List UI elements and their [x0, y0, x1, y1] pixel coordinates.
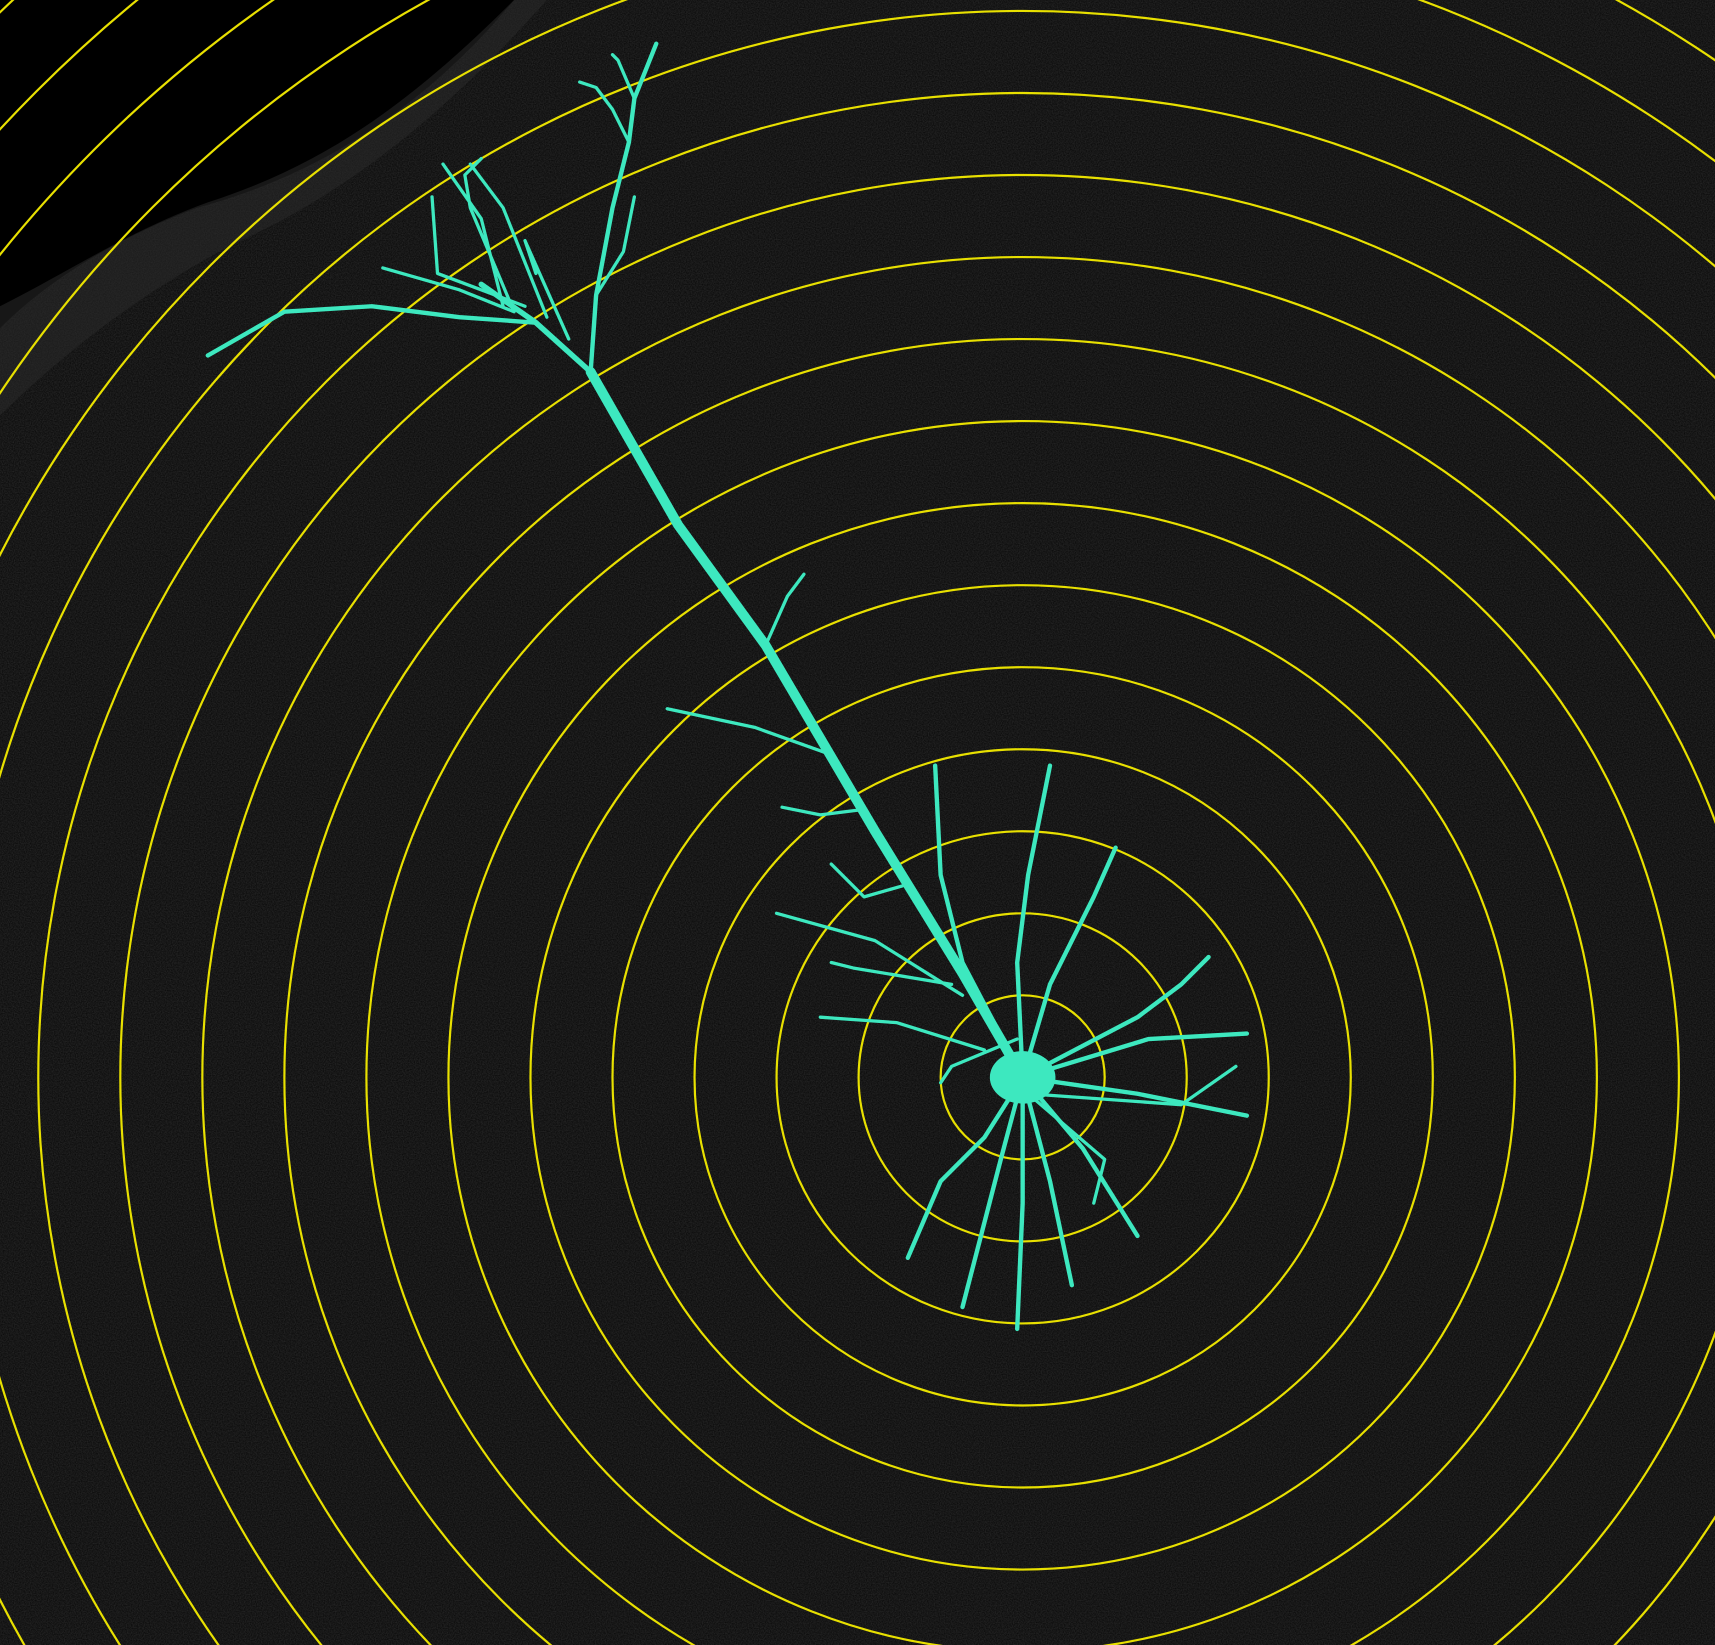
sholl-ring [283, 338, 1715, 1645]
sholl-ring [201, 256, 1715, 1645]
basal-dendrite [932, 763, 1250, 1118]
sholl-ring [365, 420, 1680, 1645]
dendrite [588, 41, 659, 375]
basal-dendrite [905, 1075, 1140, 1332]
sholl-ring [529, 584, 1516, 1571]
apical-trunk [585, 366, 1028, 1083]
sholl-ring [119, 174, 1715, 1645]
neuron-trace [205, 41, 1250, 1332]
sholl-ring [447, 502, 1598, 1645]
dendrite [205, 304, 539, 358]
dendrite [578, 53, 637, 297]
soma [989, 1051, 1056, 1104]
sholl-ring [37, 92, 1715, 1645]
sholl-ring [0, 10, 1715, 1645]
sholl-ring [693, 748, 1352, 1407]
sholl-ring [775, 830, 1270, 1325]
sholl-ring [611, 666, 1434, 1489]
dendrite [381, 156, 571, 341]
dark-region [0, 0, 515, 329]
basal-dendrite [774, 911, 1238, 1205]
oblique-dendrite [665, 572, 904, 899]
